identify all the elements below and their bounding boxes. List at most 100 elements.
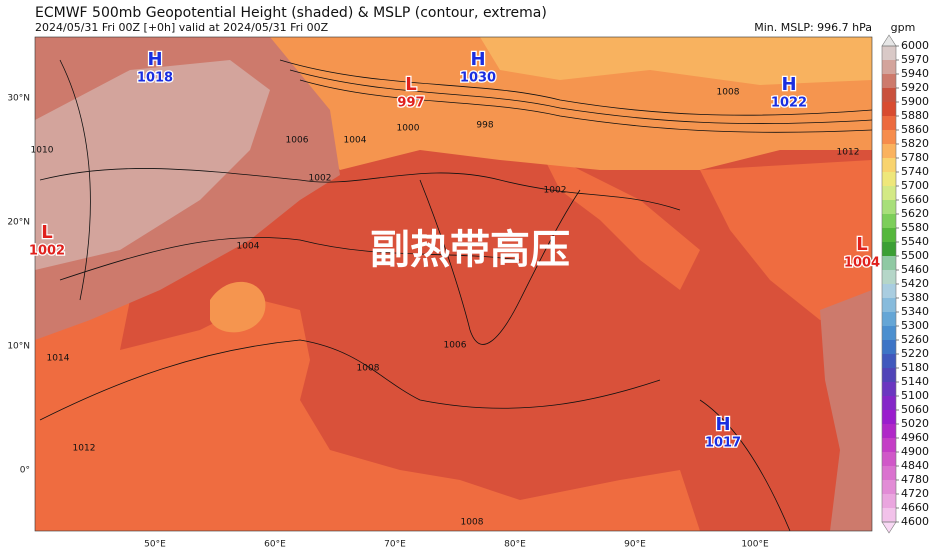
colorbar-label: 5020 [901, 417, 929, 430]
center-pressure: 1017 [705, 436, 741, 451]
lon-label: 70°E [384, 540, 406, 550]
lat-label: 20°N [7, 218, 30, 228]
colorbar-label: 5860 [901, 123, 929, 136]
shade-region [480, 37, 872, 85]
contour-label: 1004 [344, 136, 367, 146]
colorbar-swatch [882, 354, 896, 369]
contour-label: 1000 [397, 124, 420, 134]
colorbar-swatch [882, 424, 896, 439]
colorbar-label: 5700 [901, 179, 929, 192]
colorbar-swatch [882, 368, 896, 383]
colorbar-swatch [882, 228, 896, 243]
colorbar-swatch [882, 382, 896, 397]
lat-label: 10°N [7, 342, 30, 352]
colorbar-label: 4660 [901, 501, 929, 514]
colorbar-label: 5140 [901, 375, 929, 388]
colorbar-label: 5540 [901, 235, 929, 248]
shade-region [35, 280, 700, 531]
colorbar-swatch [882, 494, 896, 509]
center-type: H [470, 49, 485, 70]
colorbar-swatch [882, 186, 896, 201]
colorbar-label: 5300 [901, 319, 929, 332]
colorbar-swatch [882, 326, 896, 341]
map [35, 37, 872, 531]
colorbar-swatch [882, 270, 896, 285]
center-type: L [856, 234, 867, 255]
contour-label: 998 [476, 121, 493, 131]
annotation: 副热带高压 [370, 227, 570, 273]
lon-label: 60°E [264, 540, 286, 550]
colorbar-swatch [882, 466, 896, 481]
colorbar-swatch [882, 116, 896, 131]
colorbar-label: 6000 [901, 39, 929, 52]
colorbar-label: 5740 [901, 165, 929, 178]
center-pressure: 1022 [771, 96, 807, 111]
colorbar-label: 5940 [901, 67, 929, 80]
colorbar-swatch [882, 452, 896, 467]
colorbar-label: 4780 [901, 473, 929, 486]
dynamic-layer: 30°N 20°N 10°N 0° 50°E 60°E 70°E 80°E 90°E 100°E 1… [7, 34, 929, 550]
colorbar-label: 5180 [901, 361, 929, 374]
contour-label: 1006 [286, 136, 309, 146]
shade-region [820, 290, 872, 531]
colorbar-label: 5970 [901, 53, 929, 66]
colorbar-swatch [882, 60, 896, 75]
colorbar-swatch [882, 144, 896, 159]
colorbar-swatch [882, 200, 896, 215]
colorbar-swatch [882, 88, 896, 103]
colorbar-swatch [882, 214, 896, 229]
colorbar-swatch [882, 242, 896, 257]
colorbar-label: 5340 [901, 305, 929, 318]
lon-label: 50°E [144, 540, 166, 550]
min-mslp: Min. MSLP: 996.7 hPa [754, 21, 872, 34]
center-type: L [41, 222, 52, 243]
colorbar-label: 5780 [901, 151, 929, 164]
contour-label: 1006 [444, 341, 467, 351]
lon-label: 90°E [624, 540, 646, 550]
colorbar-swatch [882, 172, 896, 187]
colorbar-under [881, 521, 897, 534]
colorbar-swatch [882, 438, 896, 453]
colorbar-swatch [882, 158, 896, 173]
center-type: H [147, 49, 162, 70]
colorbar-label: 5460 [901, 263, 929, 276]
colorbar-label: 4960 [901, 431, 929, 444]
lon-label: 100°E [741, 540, 769, 550]
colorbar-label: 5060 [901, 403, 929, 416]
colorbar-swatch [882, 396, 896, 411]
contour-label: 1014 [47, 354, 70, 364]
colorbar-label: 5260 [901, 333, 929, 346]
colorbar-swatch [882, 340, 896, 355]
colorbar-label: 5880 [901, 109, 929, 122]
colorbar-label: 5420 [901, 277, 929, 290]
colorbar-label: 4900 [901, 445, 929, 458]
colorbar-label: 4840 [901, 459, 929, 472]
center-pressure: 997 [397, 96, 424, 111]
contour-label: 1002 [309, 174, 332, 184]
colorbar-label: 5580 [901, 221, 929, 234]
contour-label: 1008 [461, 518, 484, 528]
shade-region [540, 150, 700, 290]
center-type: H [781, 74, 796, 95]
colorbar-unit: gpm [891, 21, 916, 34]
center-pressure: 1004 [844, 256, 880, 271]
center-type: L [405, 74, 416, 95]
colorbar-swatch [882, 312, 896, 327]
contour-label: 1002 [544, 186, 567, 196]
contour-label: 1012 [73, 444, 96, 454]
colorbar-label: 5620 [901, 207, 929, 220]
contour-label: 1010 [31, 146, 54, 156]
colorbar-label: 5220 [901, 347, 929, 360]
colorbar-over [881, 34, 897, 47]
center-type: H [715, 414, 730, 435]
colorbar-swatch [882, 298, 896, 313]
colorbar-label: 5500 [901, 249, 929, 262]
subtitle: 2024/05/31 Fri 00Z [+0h] valid at 2024/0… [35, 21, 329, 34]
colorbar-label: 4720 [901, 487, 929, 500]
colorbar-swatch [882, 284, 896, 299]
colorbar-label: 4600 [901, 515, 929, 528]
colorbar-swatch [882, 46, 896, 61]
lat-label: 30°N [7, 94, 30, 104]
